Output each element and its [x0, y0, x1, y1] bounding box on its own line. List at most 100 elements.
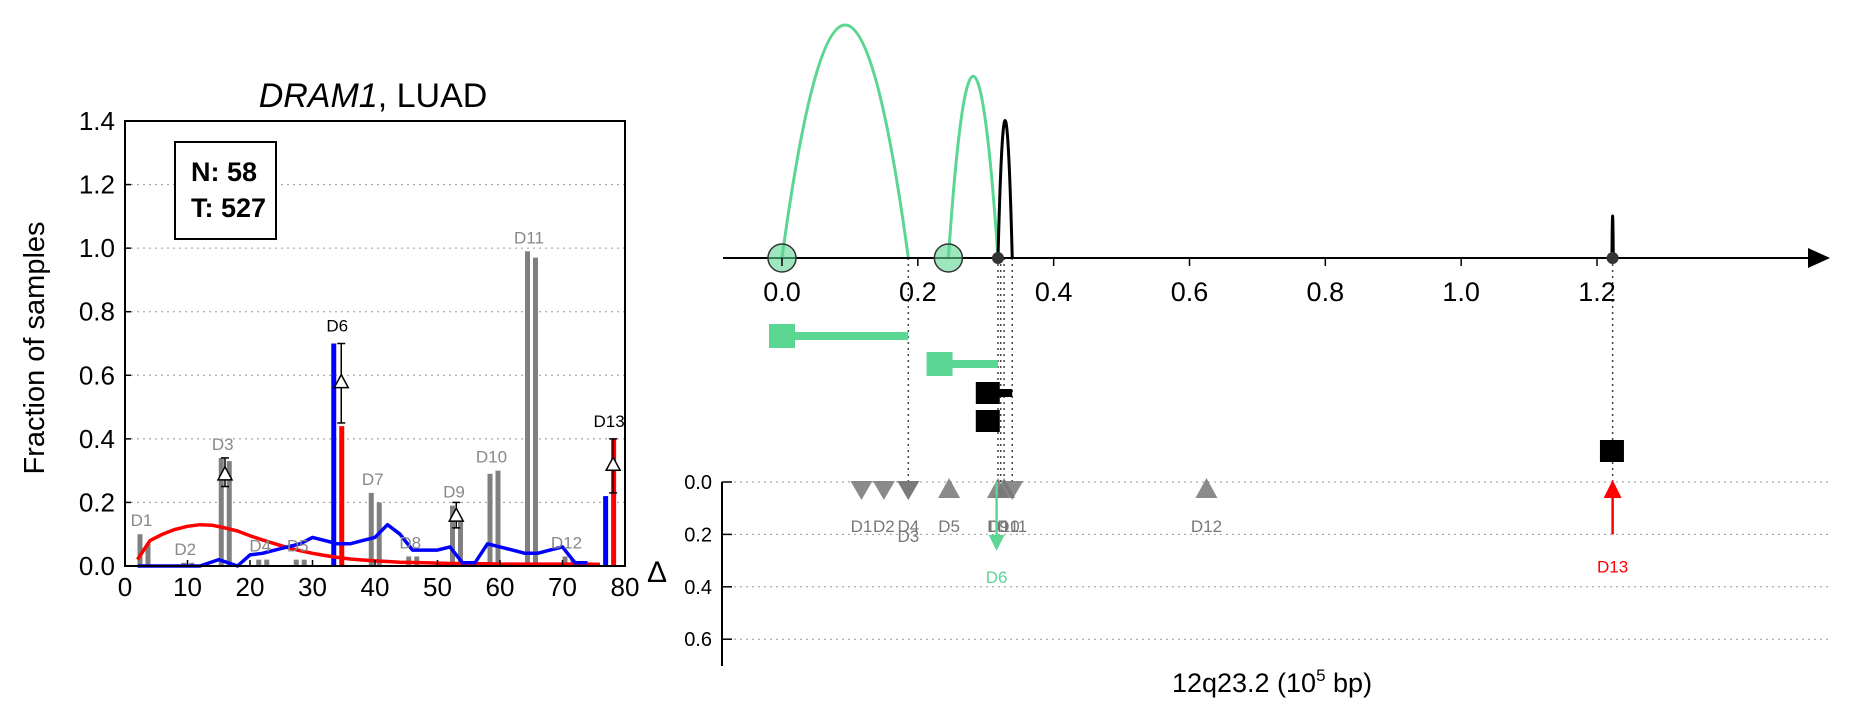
left-bars [137, 251, 617, 567]
bar-label: D3 [212, 435, 234, 454]
delta-triangle-down [872, 481, 895, 500]
delta-marker-label: D2 [873, 517, 895, 536]
delta-gridlines [722, 481, 1832, 640]
x-tick-label: 40 [361, 572, 390, 602]
genome-axis-arrow [1808, 248, 1830, 268]
y-tick-label: 0.8 [79, 297, 115, 327]
genome-tick-label: 1.0 [1442, 277, 1480, 307]
y-tick-label: 0.4 [79, 424, 115, 454]
bar-label: D11 [514, 228, 544, 247]
arc-nodes [767, 243, 1619, 273]
arc-green [946, 75, 1000, 259]
delta-triangle-down [897, 481, 920, 500]
bar-d3-2 [226, 461, 232, 566]
bar-d5-2 [301, 559, 307, 566]
bar-d11-1 [525, 251, 530, 567]
y-tick-label: 0.0 [79, 551, 115, 581]
bar-d4-1 [256, 559, 262, 566]
genome-tick-label: 0.8 [1307, 277, 1345, 307]
y-tick-label: 1.2 [79, 170, 115, 200]
x-tick-label: 80 [611, 572, 640, 602]
delta-arrow-head [1603, 480, 1622, 498]
arc-black [1610, 214, 1615, 259]
x-tick-label: 0 [118, 572, 132, 602]
anchor-dot [1606, 252, 1619, 264]
delta-axis-label: Δ [647, 556, 667, 589]
right-diagram: 0.0 0.2 0.4 0.6 0.8 1.0 1.2 0.00.20.40.6 Δ D1 D… [647, 23, 1832, 698]
transcripts [769, 324, 1624, 462]
transcript-body [939, 360, 998, 368]
bar-d6-tumor [331, 343, 337, 566]
bar-label: D13 [594, 412, 625, 431]
bar-d7-1 [368, 492, 374, 566]
anchor-dot [991, 252, 1004, 264]
bar-label: D5 [287, 537, 309, 556]
x-tick-label: 10 [173, 572, 202, 602]
bar-d4-2 [264, 559, 270, 566]
dotted-guides [907, 258, 1614, 482]
genome-x-label-sup: 5 [1316, 666, 1325, 685]
legend-tumor-count: T: 527 [191, 193, 266, 223]
genome-tick-label: 1.2 [1578, 277, 1616, 307]
x-tick-label: 30 [298, 572, 327, 602]
y-tick-label: 0.6 [79, 360, 115, 390]
legend-box [174, 141, 277, 240]
delta-marker-label: D4 [897, 517, 919, 536]
bar-d12-1 [562, 556, 568, 566]
delta-marker-label: D11 [997, 517, 1027, 536]
left-y-ticks: 0.0 0.2 0.4 0.6 0.8 1.0 1.2 1.4 [79, 106, 131, 581]
bar-d3-1 [218, 457, 224, 566]
left-x-ticks: 0 10 20 30 40 50 60 70 80 [118, 560, 640, 602]
y-tick-label: 1.0 [79, 233, 115, 263]
left-bar-labels: D1 D2 D3 D4 D5 D7 D8 D9 D10 D11 D12 D6 D13 [131, 228, 625, 559]
bar-label: D6 [326, 317, 348, 336]
blue-series-line [137, 522, 588, 568]
bar-d9-2 [458, 521, 463, 566]
genome-x-label-tail: bp) [1326, 668, 1373, 698]
delta-marker-label: D13 [1597, 557, 1628, 576]
left-delta-markers [216, 342, 622, 529]
x-tick-label: 20 [236, 572, 265, 602]
delta-tick-label: 0.4 [684, 577, 712, 599]
delta-marker-label: D5 [938, 517, 960, 536]
bar-label: D1 [131, 511, 153, 530]
delta-triangle-down [1001, 481, 1024, 500]
delta-triangle-up [1195, 478, 1218, 498]
sample-count-legend: N: 58 T: 527 [174, 141, 277, 240]
legend-normal-count: N: 58 [191, 157, 257, 187]
bar-d13-normal [611, 438, 617, 566]
transcript-body [1611, 447, 1621, 455]
delta-small-triangle [447, 506, 465, 522]
delta-marker-label: D3 [897, 527, 919, 546]
delta-arrow-head [988, 534, 1005, 551]
left-series-lines [136, 522, 601, 568]
x-tick-label: 50 [423, 572, 452, 602]
bar-d9-1 [450, 505, 455, 566]
interaction-arcs [780, 23, 1615, 259]
delta-tick-label: 0.6 [684, 629, 712, 651]
bar-d10-1 [487, 473, 493, 566]
delta-d13-triangle [604, 455, 622, 472]
genome-tick-label: 0.6 [1171, 277, 1209, 307]
x-tick-label: 60 [486, 572, 515, 602]
chart-title: DRAM1, LUAD [259, 77, 488, 115]
delta-tick-label: 0.0 [684, 472, 712, 494]
left-chart: DRAM1, LUAD Fraction of samples D1 D2 D3 D4… [19, 77, 639, 602]
genome-x-label: 12q23.2 (105 bp) [1172, 666, 1372, 698]
genome-x-label-main: 12q23.2 (10 [1172, 668, 1316, 698]
arc-black [996, 119, 1014, 259]
transcript-body [987, 417, 998, 425]
bar-label: D2 [174, 540, 196, 559]
y-tick-label: 0.2 [79, 487, 115, 517]
bar-label: D10 [476, 448, 507, 467]
anchor-circle [933, 243, 964, 273]
bar-label: D12 [551, 533, 582, 552]
genome-tick-label: 0.4 [1035, 277, 1073, 307]
bar-d1-1 [137, 534, 143, 566]
transcript-body [987, 389, 1013, 397]
red-series-line [136, 522, 601, 567]
y-tick-label: 1.4 [79, 106, 115, 136]
delta-marker-label: D12 [1191, 517, 1222, 536]
